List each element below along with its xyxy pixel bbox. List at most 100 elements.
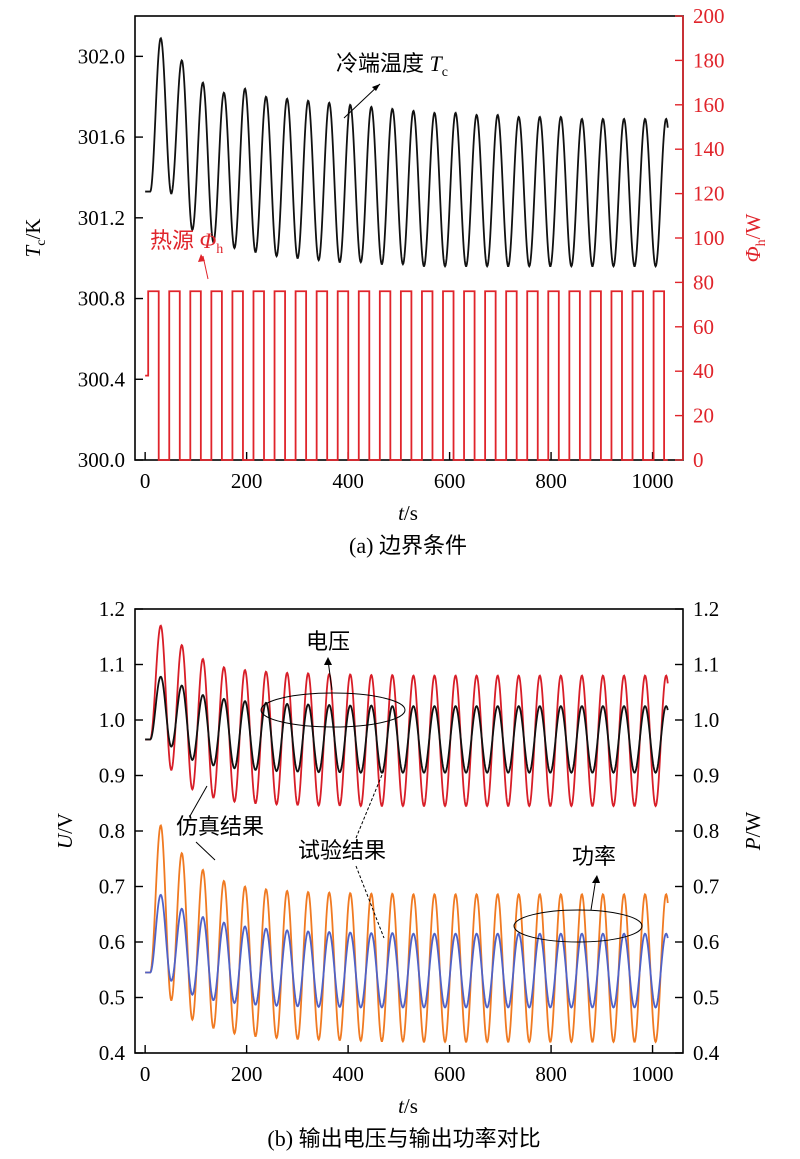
y-sub-right-a: h bbox=[754, 239, 769, 246]
x-tick-label-a: 1000 bbox=[632, 469, 674, 493]
annotation-power: 功率 bbox=[572, 844, 616, 869]
y-tick-label-left-b: 0.6 bbox=[99, 930, 125, 954]
y-axis-label-left-a: Tc/K bbox=[21, 219, 49, 258]
annotation-cold-end-temp: 冷端温度 Tc bbox=[336, 51, 448, 80]
x-tick-label-a: 200 bbox=[231, 469, 263, 493]
y-tick-label-right-a: 0 bbox=[693, 448, 704, 472]
annotation-arrow-sim-up bbox=[189, 785, 208, 817]
arrowhead-cold-end bbox=[372, 84, 380, 91]
voltage-simulation-line bbox=[145, 624, 669, 808]
y-unit-left-a: /K bbox=[21, 219, 45, 240]
y-tick-label-left-a: 300.4 bbox=[78, 367, 126, 391]
arrowhead-voltage bbox=[324, 657, 332, 665]
annotation-cold-end-sub: c bbox=[442, 65, 448, 80]
x-var-b: t bbox=[398, 1094, 405, 1118]
y-tick-label-right-b: 1.0 bbox=[693, 708, 719, 732]
x-unit-b: /s bbox=[404, 1094, 418, 1118]
series-a bbox=[145, 36, 669, 461]
annotation-heat-source: 热源 Φh bbox=[150, 228, 223, 257]
series-b bbox=[145, 624, 669, 1044]
x-unit-a: /s bbox=[404, 501, 418, 525]
annotation-experiment: 试验结果 bbox=[298, 838, 386, 863]
y-tick-label-right-b: 1.1 bbox=[693, 653, 719, 677]
annotation-cold-end-text: 冷端温度 bbox=[336, 51, 430, 76]
x-tick-label-a: 400 bbox=[332, 469, 364, 493]
annotation-arrow-power bbox=[590, 877, 597, 911]
power-ellipse bbox=[513, 909, 643, 943]
y-tick-label-right-b: 0.6 bbox=[693, 930, 719, 954]
x-axis-label-b: t/s bbox=[398, 1094, 418, 1118]
y-tick-label-right-a: 180 bbox=[693, 48, 725, 72]
x-var-a: t bbox=[398, 501, 405, 525]
y-unit-right-a: /W bbox=[741, 213, 765, 239]
y-tick-label-left-a: 301.2 bbox=[78, 206, 125, 230]
x-tick-label-b: 1000 bbox=[632, 1062, 674, 1086]
x-tick-label-a: 800 bbox=[535, 469, 567, 493]
y-tick-label-right-a: 80 bbox=[693, 270, 714, 294]
y-axis-label-right-b: P/W bbox=[741, 812, 765, 852]
y-sub-left-a: c bbox=[34, 240, 49, 246]
y-tick-label-right-a: 140 bbox=[693, 137, 725, 161]
y-tick-label-left-b: 1.1 bbox=[99, 653, 125, 677]
voltage-ellipse bbox=[260, 692, 406, 728]
annotation-heat-var: Φ bbox=[200, 228, 217, 253]
y-tick-label-right-b: 0.8 bbox=[693, 819, 719, 843]
annotation-heat-text: 热源 bbox=[150, 228, 200, 253]
y-tick-label-left-b: 0.7 bbox=[99, 875, 125, 899]
x-tick-label-b: 400 bbox=[332, 1062, 364, 1086]
y-axis-label-left-b: U/V bbox=[53, 813, 77, 849]
arrowhead-power bbox=[592, 875, 600, 883]
power-experiment-line bbox=[145, 893, 669, 1009]
y-tick-label-right-b: 0.7 bbox=[693, 875, 719, 899]
y-tick-label-right-a: 160 bbox=[693, 93, 725, 117]
y-tick-label-right-b: 0.5 bbox=[693, 986, 719, 1010]
y-tick-label-right-b: 0.9 bbox=[693, 764, 719, 788]
x-axis-label-a: t/s bbox=[398, 501, 418, 525]
x-tick-label-b: 600 bbox=[434, 1062, 466, 1086]
y-unit-left-b: /V bbox=[53, 813, 77, 834]
y-tick-label-right-a: 100 bbox=[693, 226, 725, 250]
y-tick-label-left-a: 301.6 bbox=[78, 125, 125, 149]
y-tick-label-left-b: 1.2 bbox=[99, 597, 125, 621]
y-var-left-a: T bbox=[21, 244, 45, 257]
x-ticks-a: 0 200 400 600 800 1000 bbox=[140, 452, 674, 493]
y-tick-label-right-b: 0.4 bbox=[693, 1041, 720, 1065]
y-tick-label-left-a: 302.0 bbox=[78, 44, 125, 68]
annotation-simulation: 仿真结果 bbox=[176, 814, 264, 839]
y-tick-label-left-b: 0.5 bbox=[99, 986, 125, 1010]
panel-b: 0 200 400 600 800 1000 0.4 0.4 0.5 0.5 0.6 0.6 0.7 0… bbox=[53, 597, 765, 1151]
annotation-voltage: 电压 bbox=[306, 629, 350, 654]
y-tick-label-left-a: 300.8 bbox=[78, 287, 125, 311]
panel-a: 0 200 400 600 800 1000 300.0300.4300.8301.230… bbox=[21, 4, 769, 558]
y-tick-label-right-a: 200 bbox=[693, 4, 725, 28]
caption-b: (b) 输出电压与输出功率对比 bbox=[267, 1126, 540, 1151]
y-unit-right-b: /W bbox=[741, 812, 765, 838]
y-tick-label-right-a: 60 bbox=[693, 315, 714, 339]
y-ticks-left-a: 300.0 300.4 300.8 301.2 301.6 302.0 bbox=[78, 44, 143, 472]
y-tick-label-left-b: 1.0 bbox=[99, 708, 125, 732]
y-tick-label-left-b: 0.8 bbox=[99, 819, 125, 843]
voltage-experiment-line bbox=[145, 675, 669, 774]
y-tick-label-right-a: 40 bbox=[693, 359, 714, 383]
y-ticks-right-a: 0 20 40 60 80 100 120 140 160 180 200 bbox=[675, 4, 725, 472]
heat-source-line bbox=[145, 290, 668, 461]
annotation-heat-sub: h bbox=[216, 242, 223, 257]
x-tick-label-a: 0 bbox=[140, 469, 151, 493]
y-var-right-a: Φ bbox=[741, 246, 765, 262]
x-tick-label-b: 0 bbox=[140, 1062, 151, 1086]
x-tick-label-b: 800 bbox=[535, 1062, 567, 1086]
annotation-arrow-exp-up bbox=[355, 769, 385, 839]
power-simulation-line bbox=[145, 824, 669, 1044]
y-tick-label-right-b: 1.2 bbox=[693, 597, 719, 621]
y-tick-label-left-b: 0.4 bbox=[99, 1041, 126, 1065]
y-var-right-b: P bbox=[741, 837, 765, 851]
y-tick-label-right-a: 20 bbox=[693, 404, 714, 428]
y-axis-label-right-a: Φh/W bbox=[741, 213, 769, 262]
arrowhead-heat bbox=[198, 254, 205, 262]
annotation-arrow-exp-down bbox=[355, 865, 385, 939]
x-tick-label-a: 600 bbox=[434, 469, 466, 493]
y-tick-label-left-a: 300.0 bbox=[78, 448, 125, 472]
x-tick-label-b: 200 bbox=[231, 1062, 263, 1086]
